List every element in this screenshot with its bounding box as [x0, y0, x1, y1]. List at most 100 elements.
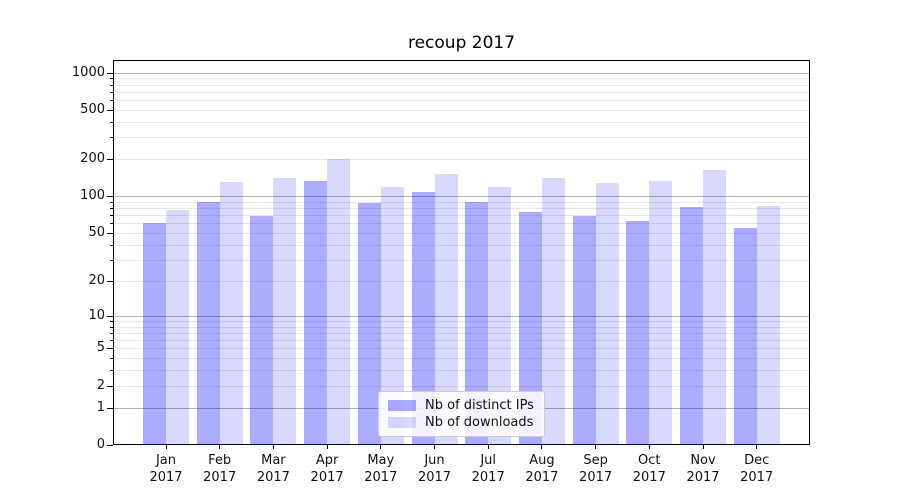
x-tick-month: Dec	[744, 453, 770, 468]
y-minor-tick	[110, 326, 113, 328]
bar-downloads	[488, 186, 512, 445]
y-gridline-minor	[114, 259, 809, 261]
x-tick	[702, 445, 704, 449]
legend-entry-downloads: Nb of downloads	[388, 415, 535, 430]
y-tick-label: 50	[88, 225, 105, 241]
x-tick-month: Apr	[315, 453, 339, 468]
y-gridline-minor	[114, 244, 809, 246]
y-minor-tick	[110, 259, 113, 261]
y-gridline-minor	[114, 280, 809, 282]
bar-distinct-ips	[518, 212, 542, 445]
y-minor-tick	[110, 332, 113, 334]
x-tick	[165, 445, 167, 449]
bar-downloads	[595, 183, 619, 445]
y-gridline-major	[114, 196, 809, 198]
x-tick-year: 2017	[149, 470, 183, 485]
bar-downloads	[541, 178, 565, 445]
x-tick	[380, 445, 382, 449]
x-tick-label: Sep 2017	[564, 452, 628, 486]
x-tick-year: 2017	[203, 470, 237, 485]
x-tick-year: 2017	[364, 470, 398, 485]
y-tick-label: 5	[96, 340, 105, 356]
bar-distinct-ips	[572, 216, 596, 445]
y-gridline-minor	[114, 208, 809, 210]
x-tick	[595, 445, 597, 449]
x-tick-year: 2017	[632, 470, 666, 485]
y-tick-label: 20	[88, 272, 105, 288]
y-tick	[107, 72, 113, 74]
y-tick	[107, 159, 113, 161]
y-gridline-minor	[114, 100, 809, 102]
bar-downloads	[756, 205, 780, 445]
x-tick-month: Jun	[424, 453, 445, 468]
legend-swatch-distinct-ips	[388, 400, 416, 411]
y-tick	[107, 445, 113, 446]
bar-downloads	[703, 170, 726, 445]
x-tick-label: Jan 2017	[134, 452, 198, 486]
bar-distinct-ips	[196, 202, 220, 445]
y-minor-tick	[110, 358, 113, 360]
x-tick-month: Mar	[261, 453, 286, 468]
x-tick-label: Jul 2017	[456, 452, 520, 486]
y-gridline-minor	[114, 340, 809, 342]
y-gridline-minor	[114, 370, 809, 372]
y-gridline-minor	[114, 109, 809, 111]
x-tick	[434, 445, 435, 449]
y-tick-label: 0	[96, 437, 105, 452]
chart-title: recoup 2017	[407, 33, 516, 53]
x-tick	[487, 445, 489, 449]
y-minor-tick	[110, 84, 113, 86]
legend-label-distinct-ips: Nb of distinct IPs	[425, 398, 534, 413]
y-gridline-minor	[114, 385, 809, 387]
x-tick	[219, 445, 221, 449]
x-tick-year: 2017	[686, 470, 720, 485]
bar-distinct-ips	[626, 220, 650, 445]
y-tick	[107, 233, 113, 235]
y-tick	[107, 109, 113, 111]
y-minor-tick	[110, 91, 113, 93]
bar-downloads	[219, 181, 243, 445]
y-gridline-minor	[114, 159, 809, 161]
y-gridline-major	[114, 72, 809, 74]
y-tick-label: 1000	[71, 64, 105, 80]
y-tick	[107, 196, 113, 198]
x-tick-month: Jul	[480, 453, 497, 468]
y-gridline-minor	[114, 326, 809, 328]
y-gridline-minor	[114, 233, 809, 235]
x-tick-month: Oct	[638, 453, 661, 468]
y-minor-tick	[110, 121, 113, 123]
x-tick-label: May 2017	[349, 452, 413, 486]
x-tick	[756, 445, 758, 449]
x-tick-year: 2017	[740, 470, 774, 485]
y-gridline-minor	[114, 358, 809, 360]
bar-distinct-ips	[250, 216, 274, 445]
bar-distinct-ips	[411, 191, 435, 445]
y-gridline-minor	[114, 320, 809, 322]
y-gridline-minor	[114, 332, 809, 334]
x-tick-month: Sep	[583, 453, 608, 468]
y-tick	[107, 348, 113, 350]
x-tick-month: Aug	[529, 453, 555, 468]
legend: Nb of distinct IPs Nb of downloads	[378, 391, 545, 437]
y-tick-label: 10	[88, 307, 105, 323]
x-tick-label: Mar 2017	[241, 452, 305, 486]
plot-area	[113, 60, 810, 445]
legend-entry-distinct-ips: Nb of distinct IPs	[388, 398, 535, 413]
x-tick-label: Feb 2017	[188, 452, 252, 486]
x-tick-year: 2017	[310, 470, 344, 485]
x-tick-label: Dec 2017	[725, 452, 789, 486]
bar-distinct-ips	[357, 203, 381, 445]
bar-downloads	[380, 186, 404, 445]
x-tick	[541, 445, 543, 449]
bar-distinct-ips	[733, 228, 757, 445]
bar-downloads	[649, 181, 673, 445]
x-tick-year: 2017	[525, 470, 559, 485]
y-minor-tick	[110, 78, 113, 80]
x-tick-label: Nov 2017	[671, 452, 735, 486]
x-tick-label: Jun 2017	[403, 452, 467, 486]
y-minor-tick	[110, 100, 113, 102]
x-tick-month: May	[367, 453, 395, 468]
x-tick-month: Nov	[690, 453, 716, 468]
y-gridline-minor	[114, 223, 809, 225]
